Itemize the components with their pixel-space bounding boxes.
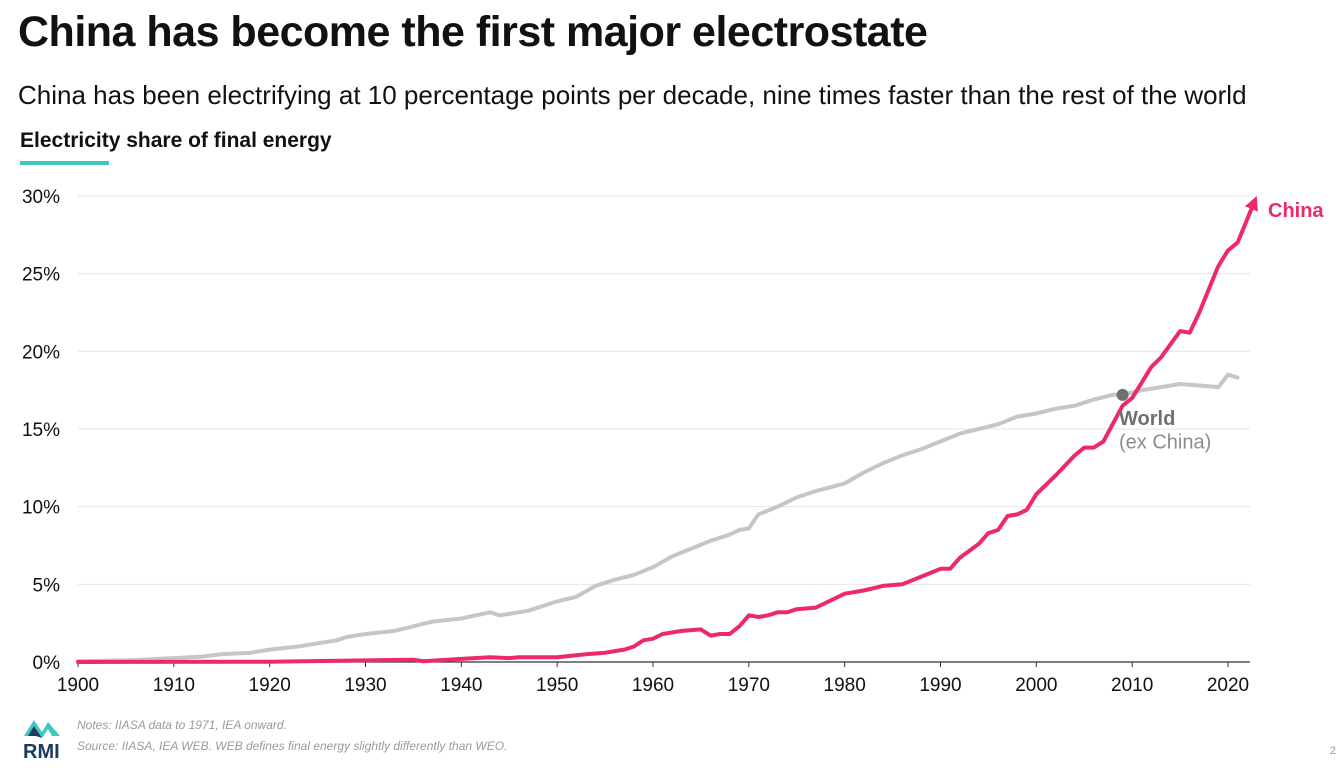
y-tick-label: 15% bbox=[22, 420, 60, 441]
x-tick-label: 1970 bbox=[728, 675, 770, 696]
grid-lines bbox=[78, 195, 1250, 585]
series-labels: China World(ex China) bbox=[1119, 200, 1324, 453]
chart-label: Electricity share of final energy bbox=[20, 129, 332, 152]
series-lines bbox=[76, 196, 1258, 664]
x-tick-label: 2010 bbox=[1111, 675, 1153, 696]
y-tick-label: 10% bbox=[22, 498, 60, 519]
x-tick-label: 1920 bbox=[249, 675, 291, 696]
x-tick-label: 2000 bbox=[1015, 675, 1057, 696]
x-tick-label: 1960 bbox=[632, 675, 674, 696]
series-line-china bbox=[76, 203, 1255, 664]
series-line-world bbox=[76, 372, 1240, 664]
x-tick-label: 1980 bbox=[824, 675, 866, 696]
china-arrowhead bbox=[1244, 196, 1258, 212]
rmi-logo-text: RMI bbox=[23, 741, 60, 760]
x-tick-label: 1930 bbox=[344, 675, 386, 696]
y-tick-label: 25% bbox=[22, 265, 60, 286]
x-tick-label: 1900 bbox=[57, 675, 99, 696]
rmi-logo: RMI bbox=[23, 720, 60, 760]
x-tick-label: 1950 bbox=[536, 675, 578, 696]
y-tick-label: 20% bbox=[22, 342, 60, 363]
series-label-world: World bbox=[1119, 408, 1175, 430]
y-tick-label: 5% bbox=[33, 575, 61, 596]
axes: 0% 5% 10% 15% 20% 25% 30% 1900 1910 1920 1930 1940 1… bbox=[22, 187, 1250, 696]
y-tick-label: 30% bbox=[22, 187, 60, 208]
y-tick-label: 0% bbox=[33, 653, 61, 674]
x-tick-label: 1990 bbox=[919, 675, 961, 696]
page-title: China has become the first major electro… bbox=[18, 8, 928, 56]
x-tick-label: 1940 bbox=[440, 675, 482, 696]
x-tick-label: 2020 bbox=[1207, 675, 1249, 696]
chart-label-accent-bar bbox=[20, 161, 109, 165]
electricity-share-chart: 0% 5% 10% 15% 20% 25% 30% 1900 1910 1920 1930 1940 1… bbox=[22, 187, 1324, 696]
footer-source: Source: IIASA, IEA WEB. WEB defines fina… bbox=[77, 739, 508, 753]
page-number: 2 bbox=[1329, 745, 1336, 757]
series-label-world-sub: (ex China) bbox=[1119, 431, 1211, 453]
series-label-china: China bbox=[1268, 200, 1324, 222]
footer-notes: Notes: IIASA data to 1971, IEA onward. bbox=[77, 718, 287, 732]
page-subtitle: China has been electrifying at 10 percen… bbox=[18, 80, 1247, 110]
crossover-point bbox=[1116, 388, 1129, 401]
x-tick-label: 1910 bbox=[153, 675, 195, 696]
